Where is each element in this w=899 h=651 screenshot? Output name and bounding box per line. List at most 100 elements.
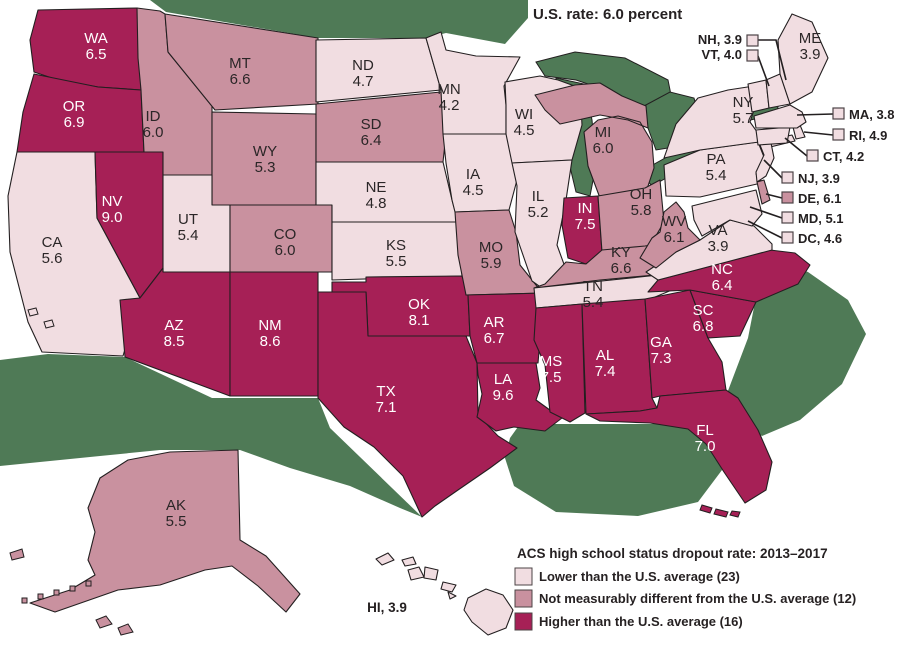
state-label-PA: PA 5.4 bbox=[706, 151, 727, 184]
state-label-CO: CO 6.0 bbox=[274, 226, 297, 259]
state-label-UT: UT 5.4 bbox=[178, 211, 199, 244]
state-label-MI: MI 6.0 bbox=[593, 124, 614, 157]
legend: ACS high school status dropout rate: 201… bbox=[514, 546, 856, 631]
state-label-TX: TX 7.1 bbox=[376, 383, 397, 416]
state-label-WI: WI 4.5 bbox=[514, 106, 535, 139]
state-label-ID: ID 6.0 bbox=[143, 108, 164, 141]
callout-line-DC bbox=[747, 220, 783, 239]
state-MT bbox=[164, 13, 319, 111]
callout-line-RI bbox=[803, 131, 834, 136]
state-label-NY: NY 5.7 bbox=[733, 94, 754, 127]
legend-swatch-lower bbox=[514, 567, 533, 586]
legend-title: ACS high school status dropout rate: 201… bbox=[517, 546, 828, 561]
state-label-FL: FL 7.0 bbox=[695, 422, 716, 455]
state-label-SD: SD 6.4 bbox=[361, 116, 382, 149]
state-label-NE: NE 4.8 bbox=[366, 179, 387, 212]
callout-label-NJ: NJ, 3.9 bbox=[798, 171, 840, 186]
state-AR bbox=[465, 292, 545, 364]
state-label-ME: ME 3.9 bbox=[799, 30, 822, 63]
state-MA bbox=[753, 104, 807, 129]
legend-swatch-higher bbox=[514, 612, 533, 631]
state-label-SC: SC 6.8 bbox=[693, 302, 714, 335]
state-label-ND: ND 4.7 bbox=[352, 57, 374, 90]
callout-label-MD: MD, 5.1 bbox=[798, 211, 844, 226]
state-label-NV: NV 9.0 bbox=[102, 193, 123, 226]
state-CT bbox=[755, 126, 791, 146]
state-label-WA: WA 6.5 bbox=[84, 30, 108, 63]
state-label-AR: AR 6.7 bbox=[484, 314, 505, 347]
state-NE bbox=[315, 161, 459, 223]
ca-channel-islands bbox=[27, 307, 55, 329]
callout-line-DE bbox=[765, 193, 783, 199]
callout-swatch-MA bbox=[832, 107, 845, 120]
state-label-KY: KY 6.6 bbox=[611, 244, 632, 277]
state-HI bbox=[375, 552, 514, 636]
callout-line-MD bbox=[749, 206, 783, 219]
legend-label-lower: Lower than the U.S. average (23) bbox=[539, 569, 740, 584]
state-label-VA: VA 3.9 bbox=[708, 222, 729, 255]
state-label-AZ: AZ 8.5 bbox=[164, 317, 185, 350]
state-label-TN: TN 5.4 bbox=[583, 278, 604, 311]
callout-line-NH bbox=[758, 39, 787, 81]
mexico-land bbox=[0, 354, 422, 517]
callout-label-NH: NH, 3.9 bbox=[698, 32, 742, 47]
atlantic-bight bbox=[726, 256, 866, 436]
state-label-HI: HI, 3.9 bbox=[367, 600, 407, 615]
state-MN bbox=[425, 31, 521, 135]
state-label-OH: OH 5.8 bbox=[630, 186, 653, 219]
ak-aleutian-islands bbox=[9, 548, 134, 636]
state-MD bbox=[691, 189, 763, 237]
callout-line-MA bbox=[796, 113, 834, 116]
state-ND bbox=[315, 37, 442, 103]
callout-swatch-VT bbox=[746, 49, 759, 62]
gulf-of-mexico bbox=[505, 424, 722, 516]
state-label-OR: OR 6.9 bbox=[63, 98, 86, 131]
legend-label-not-different: Not measurably different from the U.S. a… bbox=[539, 591, 856, 606]
state-FL bbox=[585, 389, 773, 504]
state-DE bbox=[756, 179, 771, 205]
state-label-IN: IN 7.5 bbox=[575, 200, 596, 233]
state-ME bbox=[777, 13, 829, 105]
state-label-AK: AK 5.5 bbox=[166, 497, 187, 530]
state-label-KS: KS 5.5 bbox=[386, 237, 407, 270]
state-label-IA: IA 4.5 bbox=[463, 166, 484, 199]
state-TX bbox=[317, 291, 518, 518]
state-label-LA: LA 9.6 bbox=[493, 371, 514, 404]
fl-keys bbox=[699, 504, 741, 518]
callout-swatch-CT bbox=[806, 149, 819, 162]
callout-swatch-DC bbox=[781, 231, 794, 244]
callout-label-DC: DC, 4.6 bbox=[798, 231, 842, 246]
canada-land bbox=[150, 0, 528, 44]
state-label-WV: WV 6.1 bbox=[662, 213, 686, 246]
callout-swatch-NH bbox=[746, 34, 759, 47]
state-shapes bbox=[7, 7, 829, 636]
state-callouts: NJ, 3.9 DE, 6.1 MD, 5.1 DC, 4.6 CT, 4.2 RI, 4… bbox=[698, 32, 895, 246]
state-label-NM: NM 8.6 bbox=[258, 317, 281, 350]
callout-label-VT: VT, 4.0 bbox=[702, 47, 742, 62]
legend-label-higher: Higher than the U.S. average (16) bbox=[539, 614, 743, 629]
state-label-MS: MS 7.5 bbox=[540, 353, 563, 386]
state-label-OK: OK 8.1 bbox=[408, 296, 430, 329]
state-label-WY: WY 5.3 bbox=[253, 143, 277, 176]
callout-label-MA: MA, 3.8 bbox=[849, 107, 895, 122]
state-label-NC: NC 6.4 bbox=[711, 261, 733, 294]
state-labels: WA 6.5 OR 6.9 CA 5.6 NV 9.0 ID 6.0 MT 6.6 WY 5.3 UT 5.4… bbox=[42, 30, 822, 615]
callout-swatch-RI bbox=[832, 128, 845, 141]
state-label-AL: AL 7.4 bbox=[595, 347, 616, 380]
state-label-CA: CA 5.6 bbox=[42, 234, 63, 267]
callout-line-NJ bbox=[763, 159, 783, 179]
state-label-MO: MO 5.9 bbox=[479, 239, 503, 272]
state-label-IL: IL 5.2 bbox=[528, 188, 549, 221]
callout-line-CT bbox=[784, 137, 808, 157]
small-islands bbox=[9, 307, 741, 636]
state-AK bbox=[29, 449, 301, 613]
us-rate-title: U.S. rate: 6.0 percent bbox=[533, 6, 682, 23]
state-label-MN: MN 4.2 bbox=[437, 81, 460, 114]
callout-label-DE: DE, 6.1 bbox=[798, 191, 841, 206]
callout-swatch-MD bbox=[781, 211, 794, 224]
state-LA bbox=[476, 362, 563, 432]
legend-swatch-not-different bbox=[514, 589, 533, 608]
state-label-MT: MT 6.6 bbox=[229, 55, 251, 88]
